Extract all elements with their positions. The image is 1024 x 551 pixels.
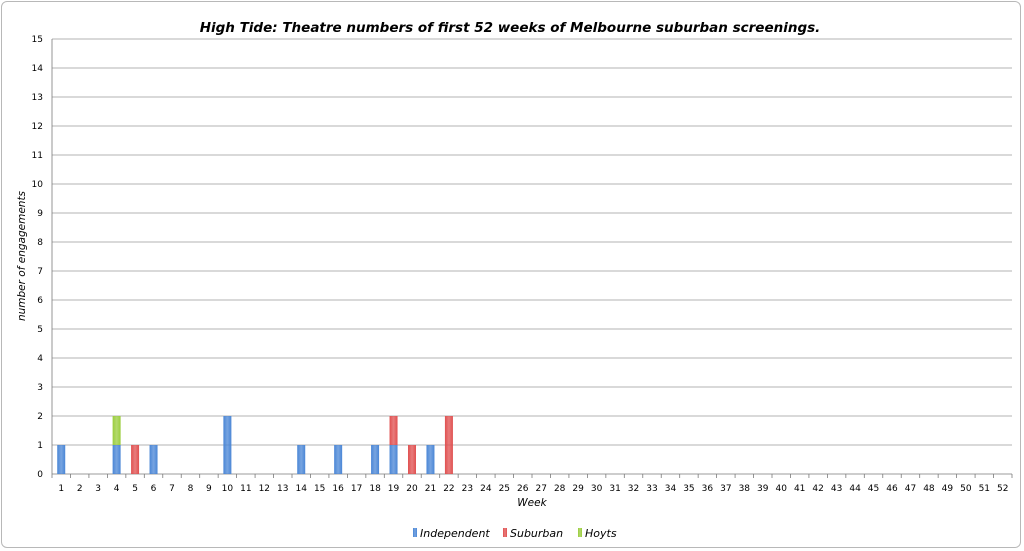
- x-tick-label: 31: [609, 484, 620, 494]
- y-tick-label: 2: [37, 412, 43, 422]
- y-tick-label: 0: [37, 470, 43, 480]
- x-tick-label: 10: [222, 484, 234, 494]
- legend-label-hoyts: Hoyts: [585, 527, 617, 540]
- legend: Independent Suburban Hoyts: [413, 527, 617, 540]
- y-axis-label: number of engagements: [16, 190, 28, 321]
- bar-independent-week-21: [426, 445, 435, 474]
- legend-swatch-hoyts: [578, 528, 582, 537]
- x-tick-label: 19: [388, 484, 400, 494]
- x-tick-label: 18: [369, 484, 381, 494]
- x-tick-label: 6: [151, 484, 157, 494]
- x-tick-label: 16: [332, 484, 344, 494]
- x-tick-labels: 1 2 3 4 5 6 7 8 9 10 11 12 13 14 15 16 17 18 19 20 21 22 23 24 2…: [51, 474, 1013, 494]
- chart-title: High Tide: Theatre numbers of first 52 w…: [200, 20, 821, 36]
- x-tick-label: 23: [462, 484, 473, 494]
- x-tick-label: 21: [425, 484, 436, 494]
- x-tick-label: 20: [406, 484, 418, 494]
- bar-independent-week-19: [389, 445, 398, 474]
- x-axis-label: Week: [517, 497, 547, 509]
- x-tick-label: 40: [776, 484, 788, 494]
- x-tick-label: 37: [720, 484, 731, 494]
- x-tick-label: 9: [206, 484, 212, 494]
- legend-swatch-independent: [413, 528, 417, 537]
- x-tick-label: 52: [997, 484, 1008, 494]
- x-tick-label: 2: [77, 484, 83, 494]
- x-tick-label: 33: [646, 484, 657, 494]
- x-tick-label: 36: [702, 484, 714, 494]
- legend-label-independent: Independent: [420, 527, 490, 540]
- gridlines: [51, 38, 1012, 475]
- x-tick-label: 14: [296, 484, 308, 494]
- bar-independent-week-1: [57, 445, 66, 474]
- x-tick-label: 46: [886, 484, 898, 494]
- y-tick-label: 7: [37, 267, 43, 277]
- x-tick-label: 22: [443, 484, 454, 494]
- x-tick-label: 28: [554, 484, 566, 494]
- bar-suburban-week-22: [444, 416, 453, 474]
- x-tick-label: 25: [499, 484, 510, 494]
- bar-independent-week-10: [223, 416, 232, 474]
- x-tick-label: 51: [979, 484, 990, 494]
- y-tick-label: 11: [32, 151, 43, 161]
- y-tick-label: 1: [37, 441, 43, 451]
- x-tick-label: 1: [58, 484, 64, 494]
- legend-swatch-suburban: [503, 528, 507, 537]
- y-tick-label: 5: [37, 325, 43, 335]
- x-tick-label: 12: [259, 484, 270, 494]
- x-tick-label: 15: [314, 484, 325, 494]
- y-tick-label: 10: [32, 180, 44, 190]
- y-tick-label: 13: [32, 93, 43, 103]
- bars: [57, 416, 453, 474]
- y-tick-label: 12: [32, 122, 43, 132]
- bar-suburban-week-5: [131, 445, 140, 474]
- bar-independent-week-14: [297, 445, 306, 474]
- bar-suburban-week-19: [389, 416, 398, 445]
- x-tick-label: 43: [831, 484, 842, 494]
- bar-suburban-week-20: [408, 445, 416, 474]
- x-tick-label: 5: [132, 484, 138, 494]
- x-tick-label: 13: [277, 484, 288, 494]
- x-tick-label: 42: [812, 484, 823, 494]
- x-tick-label: 39: [757, 484, 769, 494]
- x-tick-label: 34: [665, 484, 677, 494]
- bar-independent-week-6: [149, 445, 158, 474]
- legend-label-suburban: Suburban: [510, 527, 563, 540]
- bar-independent-week-16: [334, 445, 343, 474]
- x-tick-label: 24: [480, 484, 492, 494]
- x-tick-label: 45: [868, 484, 879, 494]
- y-tick-label: 6: [37, 296, 43, 306]
- y-tick-label: 3: [37, 383, 43, 393]
- x-tick-label: 35: [683, 484, 694, 494]
- x-tick-label: 50: [960, 484, 972, 494]
- x-tick-label: 4: [114, 484, 120, 494]
- y-tick-label: 9: [37, 209, 43, 219]
- x-tick-label: 11: [240, 484, 251, 494]
- x-tick-label: 7: [169, 484, 175, 494]
- bar-independent-week-4: [112, 445, 121, 474]
- x-tick-label: 26: [517, 484, 529, 494]
- x-tick-label: 38: [739, 484, 751, 494]
- x-tick-label: 49: [942, 484, 954, 494]
- x-tick-label: 41: [794, 484, 805, 494]
- bar-hoyts-week-4: [112, 416, 121, 445]
- y-tick-label: 14: [32, 64, 44, 74]
- x-tick-label: 8: [188, 484, 194, 494]
- x-tick-label: 32: [628, 484, 639, 494]
- x-tick-label: 3: [95, 484, 101, 494]
- x-tick-label: 29: [572, 484, 584, 494]
- x-tick-label: 47: [905, 484, 916, 494]
- y-tick-label: 15: [32, 35, 43, 45]
- x-tick-label: 30: [591, 484, 603, 494]
- bar-independent-week-18: [371, 445, 380, 474]
- x-tick-label: 17: [351, 484, 362, 494]
- y-tick-label: 4: [37, 354, 43, 364]
- y-tick-label: 8: [37, 238, 43, 248]
- x-tick-label: 27: [536, 484, 547, 494]
- x-tick-label: 44: [849, 484, 861, 494]
- x-tick-label: 48: [923, 484, 935, 494]
